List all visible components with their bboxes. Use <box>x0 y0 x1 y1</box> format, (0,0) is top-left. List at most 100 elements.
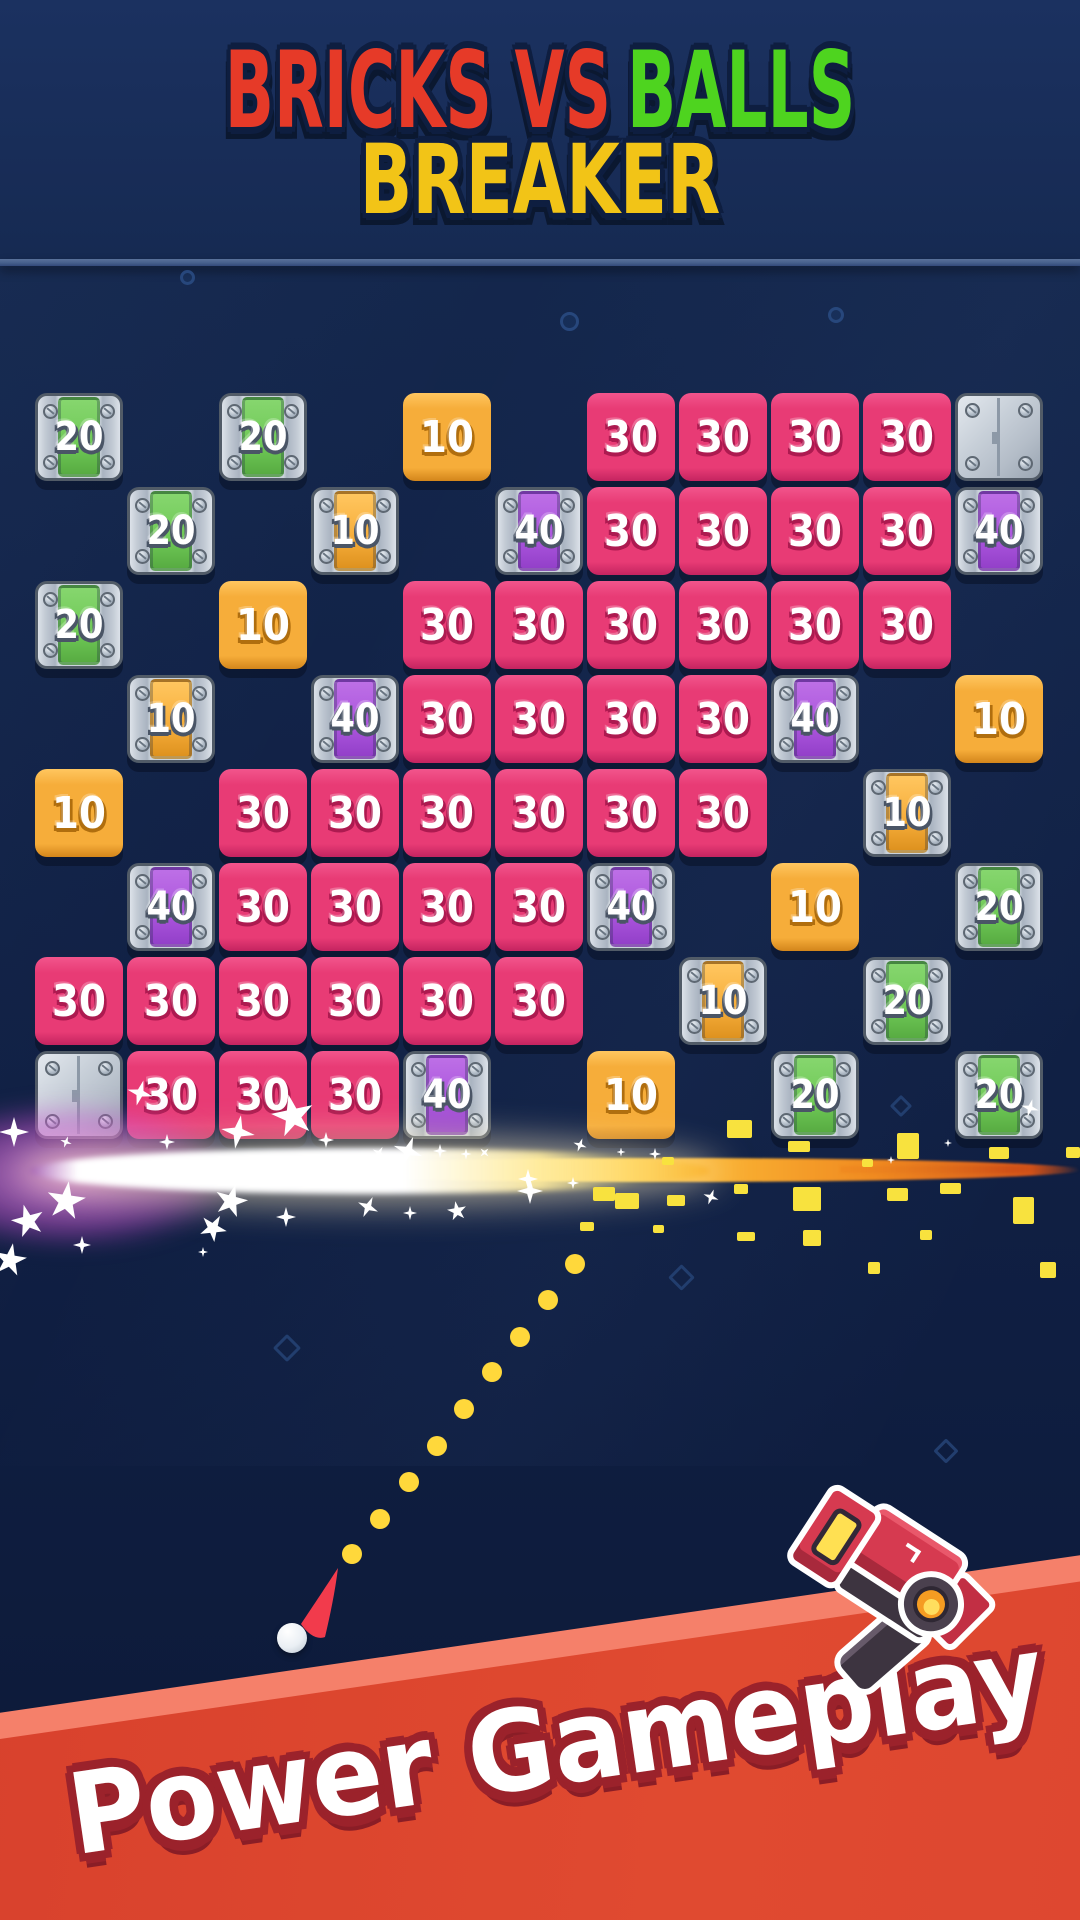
trajectory-dot <box>342 1544 362 1564</box>
brick-30: 30 <box>311 1051 399 1139</box>
brick-armored-20: 20 <box>219 393 307 481</box>
yellow-particle <box>653 1225 664 1233</box>
yellow-particle <box>989 1147 1009 1159</box>
gun-muzzle-window <box>808 1505 865 1569</box>
deco-bubble <box>828 307 844 323</box>
brick-armored-10: 10 <box>127 675 215 763</box>
yellow-particle <box>868 1262 880 1274</box>
brick-30: 30 <box>679 581 767 669</box>
brick-armored-20: 20 <box>771 1051 859 1139</box>
trajectory-dot <box>510 1327 530 1347</box>
trajectory-dot <box>565 1254 585 1274</box>
brick-10: 10 <box>219 581 307 669</box>
brick-30: 30 <box>495 675 583 763</box>
star-burst-icon <box>944 1139 952 1147</box>
brick-30: 30 <box>127 957 215 1045</box>
star-burst-icon <box>616 1147 626 1157</box>
deco-diamond <box>272 1333 302 1363</box>
brick-armored-40: 40 <box>495 487 583 575</box>
brick-30: 30 <box>495 581 583 669</box>
yellow-particle <box>1013 1197 1034 1224</box>
brick-30: 30 <box>679 675 767 763</box>
brick-30: 30 <box>587 393 675 481</box>
aim-arrow-icon <box>301 1568 338 1638</box>
yellow-particle <box>940 1183 961 1194</box>
yellow-particle <box>667 1195 685 1206</box>
game-title-line2: BREAKER <box>151 132 929 228</box>
deco-bubble <box>560 312 579 331</box>
brick-armored-40: 40 <box>403 1051 491 1139</box>
header-divider <box>0 259 1080 266</box>
brick-30: 30 <box>403 863 491 951</box>
deco-diamond <box>889 1094 913 1118</box>
brick-10: 10 <box>771 863 859 951</box>
ball[interactable] <box>277 1623 307 1653</box>
brick-armored-20: 20 <box>127 487 215 575</box>
brick-30: 30 <box>771 487 859 575</box>
brick-30: 30 <box>403 957 491 1045</box>
game-title-line1: BRICKS VS BALLS <box>211 38 870 144</box>
gun-lens-ring <box>906 1579 956 1630</box>
brick-10: 10 <box>955 675 1043 763</box>
brick-armored-40: 40 <box>771 675 859 763</box>
yellow-particle <box>920 1230 932 1240</box>
yellow-particle <box>793 1187 821 1211</box>
trajectory-dot <box>454 1399 474 1419</box>
star-burst-icon <box>887 1156 895 1164</box>
brick-armored-10: 10 <box>679 957 767 1045</box>
brick-armored-20: 20 <box>955 863 1043 951</box>
brick-30: 30 <box>679 769 767 857</box>
deco-diamond <box>668 1264 695 1291</box>
brick-30: 30 <box>863 487 951 575</box>
yellow-particle <box>862 1159 873 1167</box>
trajectory-dot <box>482 1362 502 1382</box>
brick-armored-20: 20 <box>955 1051 1043 1139</box>
yellow-particle <box>734 1184 748 1194</box>
yellow-particle <box>1040 1262 1056 1278</box>
brick-armored-40: 40 <box>955 487 1043 575</box>
brick-30: 30 <box>219 957 307 1045</box>
brick-30: 30 <box>495 863 583 951</box>
trajectory-dot <box>399 1472 419 1492</box>
brick-10: 10 <box>587 1051 675 1139</box>
brick-30: 30 <box>587 769 675 857</box>
brick-30: 30 <box>403 675 491 763</box>
brick-30: 30 <box>495 769 583 857</box>
brick-30: 30 <box>679 393 767 481</box>
trajectory-dot <box>370 1509 390 1529</box>
title-word-bricks-vs: BRICKS VS <box>224 29 612 152</box>
title-word-balls: BALLS <box>626 29 856 152</box>
yellow-particle <box>580 1222 594 1231</box>
brick-30: 30 <box>219 769 307 857</box>
brick-30: 30 <box>311 863 399 951</box>
yellow-particle <box>887 1188 908 1201</box>
brick-30: 30 <box>587 487 675 575</box>
brick-30: 30 <box>679 487 767 575</box>
brick-30: 30 <box>495 957 583 1045</box>
yellow-particle <box>727 1120 752 1138</box>
brick-30: 30 <box>403 769 491 857</box>
star-burst-icon <box>198 1247 208 1257</box>
brick-armored-40: 40 <box>127 863 215 951</box>
deco-diamond <box>933 1438 959 1464</box>
yellow-particle <box>737 1232 755 1241</box>
brick-30: 30 <box>35 957 123 1045</box>
yellow-particle <box>593 1187 615 1201</box>
brick-armored-10: 10 <box>311 487 399 575</box>
brick-30: 30 <box>219 863 307 951</box>
brick-30: 30 <box>863 581 951 669</box>
yellow-particle <box>615 1193 639 1209</box>
brick-armored-20: 20 <box>863 957 951 1045</box>
brick-armored-10: 10 <box>863 769 951 857</box>
brick-30: 30 <box>311 769 399 857</box>
yellow-particle <box>662 1157 674 1165</box>
brick-10: 10 <box>35 769 123 857</box>
gun-lens-core <box>920 1595 943 1619</box>
brick-30: 30 <box>311 957 399 1045</box>
yellow-particle <box>1066 1147 1080 1158</box>
yellow-particle <box>788 1141 810 1152</box>
brick-armored-40: 40 <box>587 863 675 951</box>
brick-30: 30 <box>219 1051 307 1139</box>
brick-30: 30 <box>863 393 951 481</box>
